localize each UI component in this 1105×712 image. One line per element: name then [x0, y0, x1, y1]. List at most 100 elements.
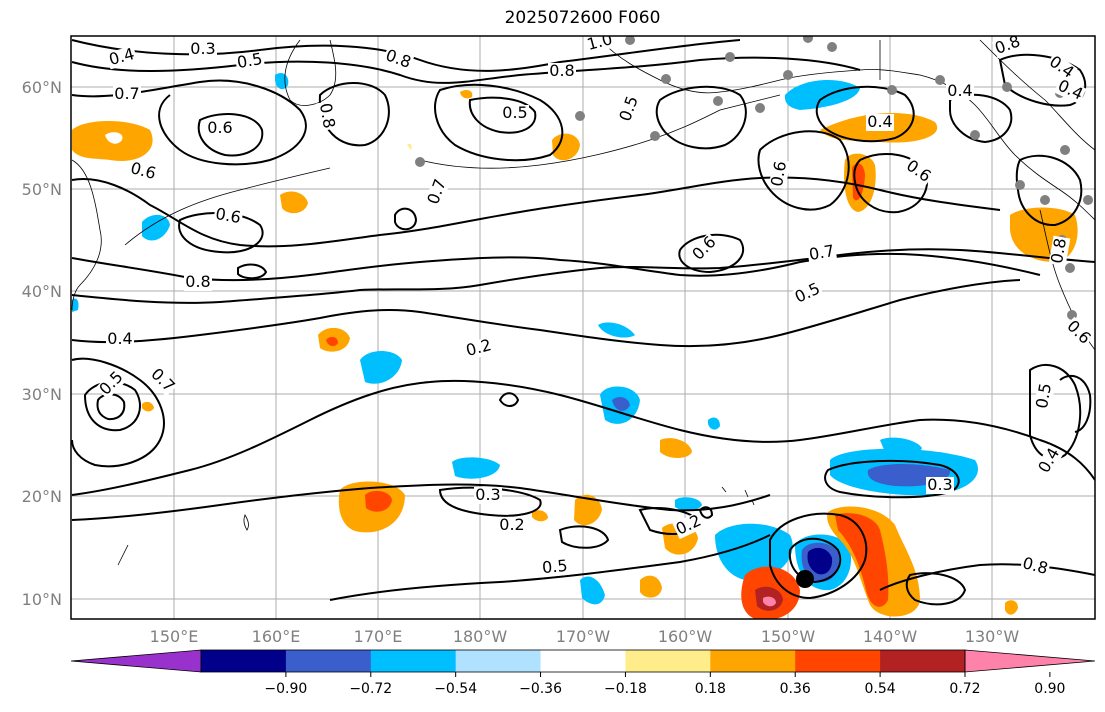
colorbar-tick-label: −0.72 — [349, 681, 392, 697]
contour-label-background — [212, 205, 244, 228]
contour-label-background — [501, 105, 529, 122]
contour-label: 0.4 — [107, 329, 132, 348]
contour-label-background — [1019, 554, 1051, 579]
colorbar: −0.90 −0.72 −0.54 −0.36 −0.18 0.18 0.36 0.54 0.7… — [70, 649, 1096, 697]
contour-label-background — [106, 331, 134, 348]
lon-label: 160°W — [658, 627, 713, 646]
lat-label: 60°N — [22, 78, 62, 97]
colorbar-tick-label: 0.90 — [1034, 681, 1065, 697]
contour-label-background — [991, 36, 1024, 59]
colorbar-tick-label: −0.36 — [519, 681, 562, 697]
contour-label: 0.7 — [808, 241, 836, 264]
colorbar-frame — [200, 649, 966, 673]
contour-label-background — [548, 63, 576, 80]
contour-label: 0.3 — [927, 475, 952, 494]
colorbar-tick-label: −0.18 — [604, 681, 647, 697]
contour-label-background — [189, 41, 217, 58]
lat-label: 10°N — [22, 590, 62, 609]
contour-label: 0.4 — [1034, 444, 1063, 476]
contour-label-background — [1062, 316, 1095, 349]
colorbar-segment — [625, 650, 711, 672]
contour-label: 0.5 — [541, 556, 568, 577]
contour-label: 0.8 — [1047, 237, 1070, 265]
colorbar-segment — [455, 650, 542, 672]
contour-label-background — [95, 367, 128, 400]
contour-label: 0.6 — [207, 118, 232, 137]
contour-label: 0.5 — [502, 103, 527, 122]
contour-label-background — [127, 159, 159, 184]
colorbar-extension-low — [70, 649, 202, 673]
colorbar-extension-high — [964, 649, 1096, 673]
lon-label: 170°W — [556, 627, 611, 646]
contour-label: 0.4 — [867, 112, 892, 131]
colorbar-segment — [880, 650, 966, 672]
lon-label: 140°W — [863, 627, 918, 646]
lon-label: 150°E — [150, 627, 199, 646]
colorbar-tick-label: 0.36 — [780, 681, 811, 697]
colorbar-segment — [540, 650, 626, 672]
center-marker — [796, 570, 814, 588]
shaded-anomaly-areas — [72, 73, 1078, 619]
contour-label: 0.6 — [129, 158, 159, 183]
contour-label: 0.6 — [688, 232, 719, 263]
contour-label: 0.5 — [236, 49, 264, 72]
contour-label: 0.6 — [214, 204, 242, 227]
contour-label: 0.8 — [1021, 553, 1051, 578]
lat-label: 40°N — [22, 282, 62, 301]
contour-label: 0.2 — [499, 515, 524, 534]
colorbar-segment — [285, 650, 372, 672]
contour-label-background — [424, 175, 451, 208]
contour-label-background — [146, 364, 179, 397]
contour-label-background — [926, 477, 954, 494]
contour-label: 0.7 — [114, 84, 139, 103]
contour-label-background — [184, 274, 212, 291]
colorbar-tick-label: −0.90 — [264, 681, 307, 697]
contour-label-background — [463, 336, 495, 361]
contour-label-background — [1035, 444, 1064, 478]
contour-label-background — [113, 86, 141, 103]
contour-label-background — [315, 100, 338, 132]
colorbar-tick-label: 0.72 — [949, 681, 980, 697]
contour-label-background — [1033, 380, 1056, 412]
contour-label-background — [206, 120, 234, 137]
colorbar-segment — [710, 650, 796, 672]
contour-label-background — [866, 114, 894, 131]
colorbar-tick-label: −0.54 — [434, 681, 477, 697]
contour-label: 0.6 — [903, 156, 935, 186]
contour-label-background — [234, 50, 266, 73]
contour-label-background — [791, 279, 825, 308]
map-title: 2025072600 F060 — [504, 8, 661, 28]
contour-label: 0.3 — [190, 39, 215, 58]
colorbar-segment — [370, 650, 457, 672]
map-frame — [70, 35, 1096, 620]
contour-label-background — [768, 158, 791, 190]
contour-label: 0.5 — [792, 279, 823, 307]
lat-label: 50°N — [22, 180, 62, 199]
contour-label-background — [946, 83, 974, 100]
contour-label-background — [498, 517, 526, 534]
contour-label-background — [901, 156, 935, 187]
contour-label: 0.2 — [464, 335, 494, 360]
contour-label-background — [1044, 52, 1078, 83]
colorbar-tick-label: 0.54 — [865, 681, 896, 697]
colorbar-tick-label: 0.18 — [695, 681, 726, 697]
contour-label: 0.4 — [947, 81, 972, 100]
contour-label-background — [1048, 235, 1071, 267]
lon-label: 150°W — [761, 627, 816, 646]
colorbar-segment — [201, 650, 287, 672]
contour-label: 0.5 — [1032, 382, 1055, 410]
contour-label-background — [616, 92, 643, 125]
contour-label-background — [106, 45, 138, 70]
contour-label: 0.8 — [316, 102, 339, 130]
contour-label: 1.0 — [585, 29, 615, 54]
contour-label: 0.8 — [549, 61, 574, 80]
lon-label: 130°W — [965, 627, 1020, 646]
lon-label: 180°W — [453, 627, 508, 646]
contour-label-background — [382, 46, 415, 73]
contour-label-background — [672, 511, 706, 540]
lat-label: 30°N — [22, 385, 62, 404]
colorbar-segment — [795, 650, 881, 672]
contour-label-background — [474, 487, 502, 504]
longitude-labels: 150°E 160°E 170°E 180°W 170°W 160°W 150°… — [150, 627, 1020, 646]
